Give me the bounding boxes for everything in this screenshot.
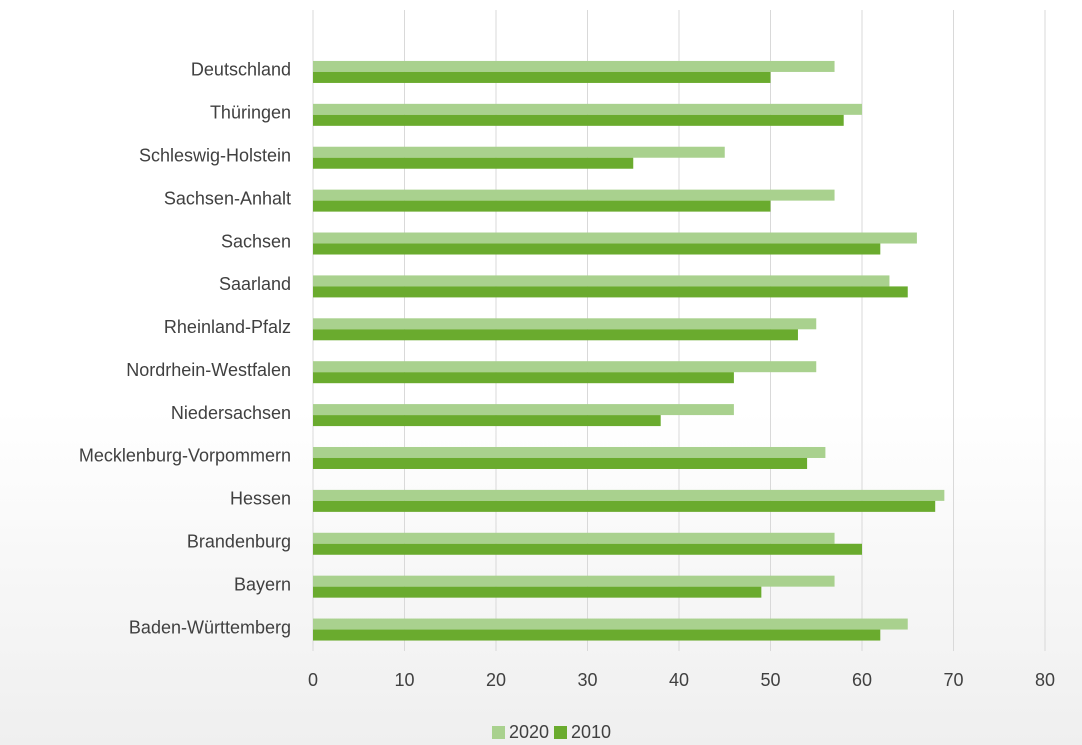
x-tick-label: 50 bbox=[760, 670, 780, 690]
bar bbox=[313, 361, 817, 373]
bar bbox=[313, 500, 936, 512]
bar bbox=[313, 71, 771, 83]
y-tick-label: Niedersachsen bbox=[171, 403, 291, 423]
bar bbox=[313, 415, 661, 427]
y-tick-label: Thüringen bbox=[210, 103, 291, 123]
bar bbox=[313, 586, 762, 598]
bar bbox=[313, 329, 798, 341]
bar bbox=[313, 575, 835, 587]
legend-swatch bbox=[492, 726, 505, 739]
bar bbox=[313, 157, 634, 169]
x-tick-label: 10 bbox=[394, 670, 414, 690]
bar bbox=[313, 189, 835, 201]
bar bbox=[313, 275, 890, 287]
bar bbox=[313, 243, 881, 255]
x-tick-label: 0 bbox=[308, 670, 318, 690]
bar bbox=[313, 543, 862, 555]
x-tick-label: 20 bbox=[486, 670, 506, 690]
legend-label: 2020 bbox=[509, 722, 549, 742]
y-tick-label: Deutschland bbox=[191, 60, 291, 80]
y-tick-label: Bayern bbox=[234, 574, 291, 594]
bar bbox=[313, 318, 817, 330]
bar bbox=[313, 232, 917, 244]
y-tick-label: Baden-Württemberg bbox=[129, 617, 291, 637]
bar bbox=[313, 532, 835, 544]
bar bbox=[313, 457, 808, 469]
bar bbox=[313, 114, 844, 126]
legend-label: 2010 bbox=[571, 722, 611, 742]
bar bbox=[313, 404, 734, 416]
y-tick-label: Sachsen-Anhalt bbox=[164, 188, 291, 208]
y-tick-label: Rheinland-Pfalz bbox=[164, 317, 291, 337]
y-tick-label: Schleswig-Holstein bbox=[139, 145, 291, 165]
bar bbox=[313, 629, 881, 641]
x-tick-label: 70 bbox=[943, 670, 963, 690]
bar bbox=[313, 489, 945, 501]
y-tick-label: Nordrhein-Westfalen bbox=[126, 360, 291, 380]
y-tick-label: Brandenburg bbox=[187, 532, 291, 552]
x-tick-label: 40 bbox=[669, 670, 689, 690]
bar bbox=[313, 103, 862, 115]
bar bbox=[313, 200, 771, 212]
legend-swatch bbox=[554, 726, 567, 739]
bar bbox=[313, 372, 734, 384]
x-tick-label: 60 bbox=[852, 670, 872, 690]
y-tick-label: Saarland bbox=[219, 274, 291, 294]
bar bbox=[313, 618, 908, 630]
bar bbox=[313, 286, 908, 298]
y-tick-label: Hessen bbox=[230, 489, 291, 509]
bar bbox=[313, 60, 835, 72]
y-tick-label: Sachsen bbox=[221, 231, 291, 251]
bar bbox=[313, 146, 725, 158]
x-tick-label: 30 bbox=[577, 670, 597, 690]
y-tick-label: Mecklenburg-Vorpommern bbox=[79, 446, 291, 466]
bar bbox=[313, 446, 826, 458]
x-tick-label: 80 bbox=[1035, 670, 1055, 690]
